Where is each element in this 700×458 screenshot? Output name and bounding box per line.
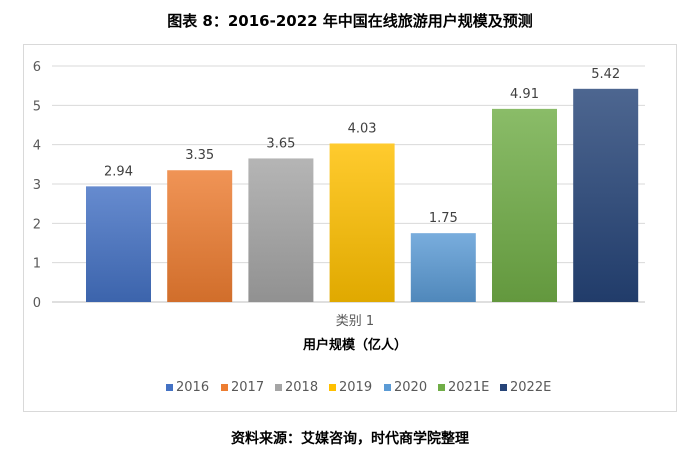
- legend-item-2017: 2017: [221, 380, 264, 395]
- data-label-2017: 3.35: [185, 148, 214, 163]
- legend-swatch: [500, 384, 507, 391]
- legend-label: 2018: [285, 380, 318, 395]
- data-labels: 2.94 3.35 3.65 4.03 1.75 4.91 5.42: [104, 67, 620, 226]
- data-label-2018: 3.65: [266, 136, 295, 151]
- chart-frame: [23, 44, 677, 412]
- data-label-2019: 4.03: [348, 121, 377, 136]
- legend-label: 2016: [176, 380, 209, 395]
- bar-2016: [86, 186, 151, 302]
- data-label-2020: 1.75: [429, 211, 458, 226]
- legend-item-2021E: 2021E: [438, 380, 489, 395]
- legend-item-2020: 2020: [384, 380, 427, 395]
- legend-swatch: [275, 384, 282, 391]
- legend-swatch: [329, 384, 336, 391]
- bar-2017: [167, 170, 233, 302]
- legend-swatch: [221, 384, 228, 391]
- x-axis-title: 用户规模（亿人）: [302, 337, 407, 353]
- y-tick-label: 3: [33, 178, 41, 193]
- legend-item-2018: 2018: [275, 380, 318, 395]
- bar-2020: [410, 233, 476, 302]
- y-tick-label: 6: [33, 60, 41, 75]
- legend-item-2019: 2019: [329, 380, 372, 395]
- legend-item-2016: 2016: [166, 380, 209, 395]
- bar-2019: [329, 143, 395, 302]
- y-tick-label: 5: [33, 99, 41, 114]
- legend-swatch: [384, 384, 391, 391]
- y-tick-label: 4: [33, 139, 41, 154]
- y-axis-ticks: 0 1 2 3 4 5 6: [33, 60, 41, 311]
- legend-label: 2022E: [510, 380, 551, 395]
- bar-2022E: [573, 88, 639, 303]
- figure-title: 图表 8：2016-2022 年中国在线旅游用户规模及预测: [167, 12, 533, 30]
- legend-label: 2019: [339, 380, 372, 395]
- legend-item-2022E: 2022E: [500, 380, 551, 395]
- y-tick-label: 2: [33, 217, 41, 232]
- legend-label: 2020: [394, 380, 427, 395]
- y-tick-label: 1: [33, 257, 41, 272]
- data-label-2022E: 5.42: [591, 67, 620, 82]
- legend-swatch: [438, 384, 445, 391]
- legend-swatch: [166, 384, 173, 391]
- y-tick-label: 0: [33, 296, 41, 311]
- legend-label: 2021E: [448, 380, 489, 395]
- legend-label: 2017: [231, 380, 264, 395]
- category-label: 类别 1: [336, 314, 374, 329]
- bar-2018: [248, 158, 314, 302]
- data-label-2021E: 4.91: [510, 87, 539, 102]
- data-label-2016: 2.94: [104, 164, 133, 179]
- legend: 2016 2017 2018 2019 2020 2021E 2022E: [166, 380, 551, 395]
- source-note: 资料来源：艾媒咨询，时代商学院整理: [231, 431, 469, 447]
- bars: [86, 88, 639, 303]
- bar-2021E: [492, 108, 557, 302]
